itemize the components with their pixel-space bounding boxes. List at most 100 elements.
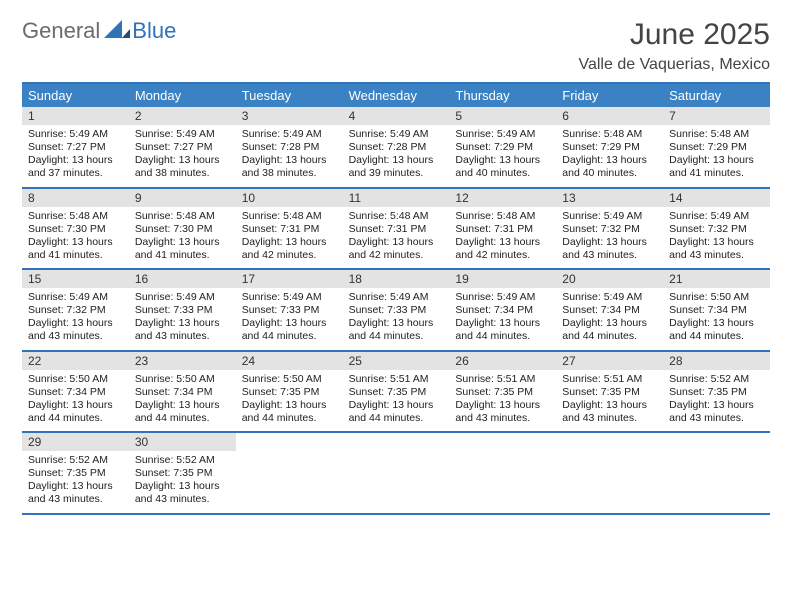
day-number: 6	[556, 107, 663, 125]
daylight-line: Daylight: 13 hours and 42 minutes.	[242, 236, 337, 262]
calendar-day	[236, 433, 343, 513]
calendar-day	[343, 433, 450, 513]
sunrise-line: Sunrise: 5:49 AM	[242, 291, 337, 304]
day-number: 18	[343, 270, 450, 288]
calendar-day: 2Sunrise: 5:49 AMSunset: 7:27 PMDaylight…	[129, 107, 236, 187]
sunrise-line: Sunrise: 5:50 AM	[669, 291, 764, 304]
calendar-day: 9Sunrise: 5:48 AMSunset: 7:30 PMDaylight…	[129, 189, 236, 269]
calendar-day: 19Sunrise: 5:49 AMSunset: 7:34 PMDayligh…	[449, 270, 556, 350]
sunrise-line: Sunrise: 5:49 AM	[135, 128, 230, 141]
calendar-day: 3Sunrise: 5:49 AMSunset: 7:28 PMDaylight…	[236, 107, 343, 187]
calendar-day: 20Sunrise: 5:49 AMSunset: 7:34 PMDayligh…	[556, 270, 663, 350]
sunset-line: Sunset: 7:29 PM	[455, 141, 550, 154]
day-number: 29	[22, 433, 129, 451]
daylight-line: Daylight: 13 hours and 43 minutes.	[669, 399, 764, 425]
weekday-header: Thursday	[449, 84, 556, 107]
sunset-line: Sunset: 7:30 PM	[28, 223, 123, 236]
daylight-line: Daylight: 13 hours and 44 minutes.	[669, 317, 764, 343]
sunrise-line: Sunrise: 5:49 AM	[349, 291, 444, 304]
calendar-day: 5Sunrise: 5:49 AMSunset: 7:29 PMDaylight…	[449, 107, 556, 187]
sunset-line: Sunset: 7:27 PM	[28, 141, 123, 154]
calendar-day: 27Sunrise: 5:51 AMSunset: 7:35 PMDayligh…	[556, 352, 663, 432]
sunrise-line: Sunrise: 5:49 AM	[562, 291, 657, 304]
day-body	[343, 437, 450, 493]
sunset-line: Sunset: 7:35 PM	[455, 386, 550, 399]
weekday-header: Monday	[129, 84, 236, 107]
day-body: Sunrise: 5:49 AMSunset: 7:34 PMDaylight:…	[556, 288, 663, 350]
sunset-line: Sunset: 7:31 PM	[349, 223, 444, 236]
sunrise-line: Sunrise: 5:50 AM	[28, 373, 123, 386]
weekday-header: Wednesday	[343, 84, 450, 107]
calendar-day: 15 Sunrise: 5:49 AMSunset: 7:32 PMDayligh…	[22, 270, 129, 350]
sunset-line: Sunset: 7:31 PM	[242, 223, 337, 236]
page-title: June 2025	[578, 18, 770, 52]
sunset-line: Sunset: 7:29 PM	[669, 141, 764, 154]
day-body: Sunrise: 5:49 AMSunset: 7:34 PMDaylight:…	[449, 288, 556, 350]
sunrise-line: Sunrise: 5:51 AM	[562, 373, 657, 386]
logo: General Blue	[22, 18, 176, 44]
day-body: Sunrise: 5:51 AMSunset: 7:35 PMDaylight:…	[556, 370, 663, 432]
calendar-day: 30Sunrise: 5:52 AMSunset: 7:35 PMDayligh…	[129, 433, 236, 513]
sunset-line: Sunset: 7:32 PM	[28, 304, 123, 317]
sunset-line: Sunset: 7:35 PM	[562, 386, 657, 399]
location-text: Valle de Vaquerias, Mexico	[578, 56, 770, 74]
sunset-line: Sunset: 7:34 PM	[669, 304, 764, 317]
day-body	[663, 437, 770, 493]
day-body: Sunrise: 5:48 AMSunset: 7:31 PMDaylight:…	[236, 207, 343, 269]
day-number: 24	[236, 352, 343, 370]
calendar-week: 1Sunrise: 5:49 AMSunset: 7:27 PMDaylight…	[22, 107, 770, 189]
sunset-line: Sunset: 7:34 PM	[28, 386, 123, 399]
calendar-week: 8Sunrise: 5:48 AMSunset: 7:30 PMDaylight…	[22, 189, 770, 271]
weekday-header: Saturday	[663, 84, 770, 107]
calendar-day	[449, 433, 556, 513]
day-body: Sunrise: 5:49 AMSunset: 7:32 PMDaylight:…	[556, 207, 663, 269]
sunset-line: Sunset: 7:35 PM	[349, 386, 444, 399]
title-block: June 2025 Valle de Vaquerias, Mexico	[578, 18, 770, 74]
calendar-day: 25Sunrise: 5:51 AMSunset: 7:35 PMDayligh…	[343, 352, 450, 432]
sunrise-line: Sunrise: 5:48 AM	[349, 210, 444, 223]
calendar-day	[663, 433, 770, 513]
sunset-line: Sunset: 7:35 PM	[28, 467, 123, 480]
calendar-day: 1Sunrise: 5:49 AMSunset: 7:27 PMDaylight…	[22, 107, 129, 187]
day-number: 9	[129, 189, 236, 207]
day-number: 20	[556, 270, 663, 288]
sunset-line: Sunset: 7:35 PM	[242, 386, 337, 399]
logo-text-general: General	[22, 18, 100, 44]
calendar-day: 12Sunrise: 5:48 AMSunset: 7:31 PMDayligh…	[449, 189, 556, 269]
daylight-line: Daylight: 13 hours and 37 minutes.	[28, 154, 123, 180]
day-number: 15	[22, 270, 129, 288]
daylight-line: Daylight: 13 hours and 38 minutes.	[242, 154, 337, 180]
day-body: Sunrise: 5:50 AMSunset: 7:35 PMDaylight:…	[236, 370, 343, 432]
weekday-header-row: SundayMondayTuesdayWednesdayThursdayFrid…	[22, 84, 770, 107]
daylight-line: Daylight: 13 hours and 43 minutes.	[28, 317, 123, 343]
day-number: 5	[449, 107, 556, 125]
day-body: Sunrise: 5:48 AMSunset: 7:31 PMDaylight:…	[343, 207, 450, 269]
calendar-day: 28Sunrise: 5:52 AMSunset: 7:35 PMDayligh…	[663, 352, 770, 432]
sunrise-line: Sunrise: 5:49 AM	[669, 210, 764, 223]
day-body: Sunrise: 5:48 AMSunset: 7:29 PMDaylight:…	[663, 125, 770, 187]
calendar-day: 6Sunrise: 5:48 AMSunset: 7:29 PMDaylight…	[556, 107, 663, 187]
sunset-line: Sunset: 7:34 PM	[135, 386, 230, 399]
sunset-line: Sunset: 7:35 PM	[669, 386, 764, 399]
daylight-line: Daylight: 13 hours and 43 minutes.	[135, 317, 230, 343]
day-body: Sunrise: 5:48 AMSunset: 7:31 PMDaylight:…	[449, 207, 556, 269]
weekday-header: Friday	[556, 84, 663, 107]
day-body: Sunrise: 5:49 AMSunset: 7:29 PMDaylight:…	[449, 125, 556, 187]
sunset-line: Sunset: 7:34 PM	[455, 304, 550, 317]
sunrise-line: Sunrise: 5:48 AM	[562, 128, 657, 141]
sunrise-line: Sunrise: 5:49 AM	[28, 291, 123, 304]
daylight-line: Daylight: 13 hours and 44 minutes.	[349, 399, 444, 425]
sunset-line: Sunset: 7:33 PM	[135, 304, 230, 317]
day-number: 11	[343, 189, 450, 207]
day-body: Sunrise: 5:48 AMSunset: 7:29 PMDaylight:…	[556, 125, 663, 187]
sunset-line: Sunset: 7:35 PM	[135, 467, 230, 480]
sunrise-line: Sunrise: 5:49 AM	[455, 291, 550, 304]
calendar-day: 21Sunrise: 5:50 AMSunset: 7:34 PMDayligh…	[663, 270, 770, 350]
day-body: Sunrise: 5:52 AMSunset: 7:35 PMDaylight:…	[129, 451, 236, 513]
sunset-line: Sunset: 7:34 PM	[562, 304, 657, 317]
calendar-day: 16Sunrise: 5:49 AMSunset: 7:33 PMDayligh…	[129, 270, 236, 350]
day-body: Sunrise: 5:50 AMSunset: 7:34 PMDaylight:…	[129, 370, 236, 432]
day-body: Sunrise: 5:52 AMSunset: 7:35 PMDaylight:…	[22, 451, 129, 513]
sunrise-line: Sunrise: 5:52 AM	[135, 454, 230, 467]
daylight-line: Daylight: 13 hours and 44 minutes.	[455, 317, 550, 343]
